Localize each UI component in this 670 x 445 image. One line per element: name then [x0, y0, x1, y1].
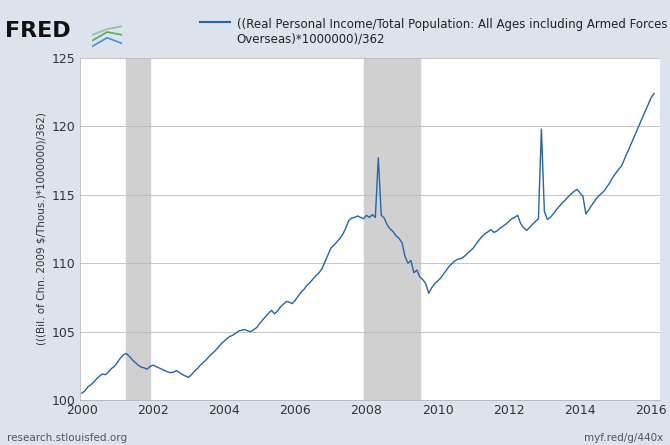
Text: Overseas)*1000000)/362: Overseas)*1000000)/362 [237, 32, 385, 45]
Bar [126, 58, 150, 400]
Y-axis label: (((Bil. of Chn. 2009 $/Thous.)*1000000)/362): (((Bil. of Chn. 2009 $/Thous.)*1000000)/… [36, 113, 46, 345]
Text: myf.red/g/440x: myf.red/g/440x [584, 433, 663, 443]
Text: FRED: FRED [5, 21, 70, 41]
Text: ((Real Personal Income/Total Population: All Ages including Armed Forces: ((Real Personal Income/Total Population:… [237, 18, 667, 31]
Text: research.stlouisfed.org: research.stlouisfed.org [7, 433, 127, 443]
Bar [364, 58, 420, 400]
